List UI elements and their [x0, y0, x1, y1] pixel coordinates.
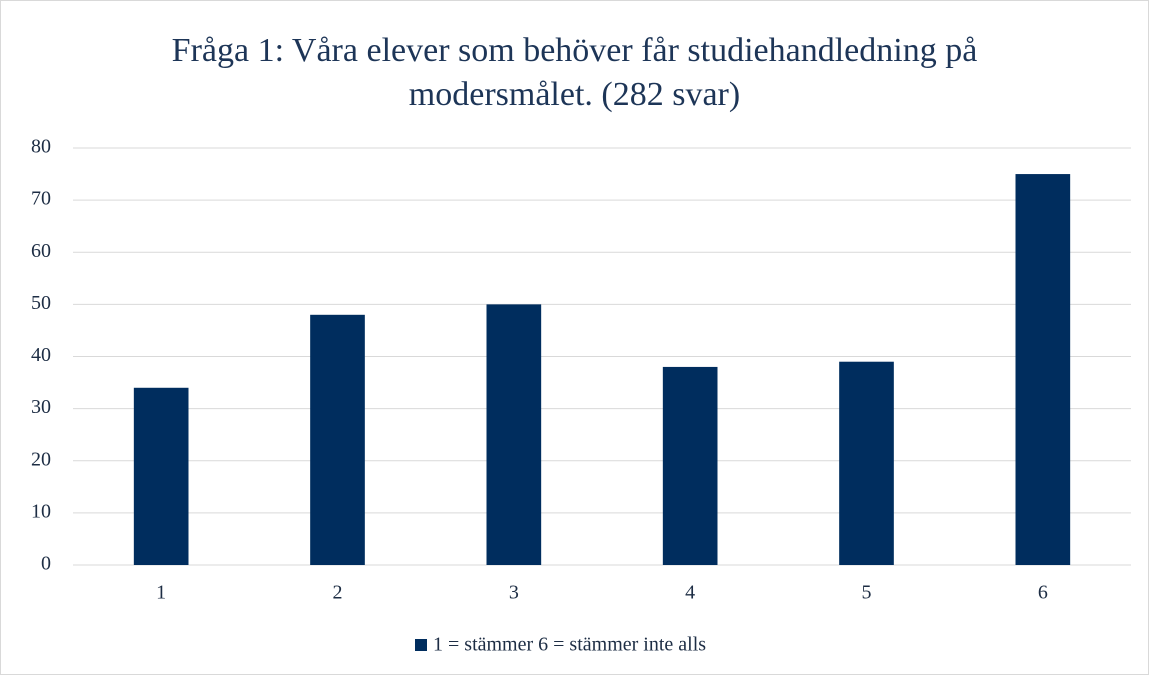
- y-tick-label: 20: [31, 448, 51, 470]
- y-tick-label: 0: [41, 553, 51, 575]
- bar: [133, 387, 189, 565]
- x-tick-label: 4: [685, 582, 695, 604]
- x-tick-label: 6: [1038, 582, 1048, 604]
- y-tick-label: 30: [31, 396, 51, 418]
- bar: [839, 361, 894, 565]
- chart-title: Fråga 1: Våra elever som behöver får stu…: [171, 32, 978, 113]
- bar: [486, 304, 542, 565]
- bar: [310, 314, 365, 565]
- legend-swatch: [415, 639, 427, 651]
- bar: [662, 366, 718, 565]
- y-tick-label: 80: [31, 136, 51, 158]
- y-tick-label: 50: [31, 292, 51, 314]
- bar: [1015, 174, 1071, 565]
- y-tick-label: 10: [31, 500, 51, 522]
- y-tick-label: 70: [31, 188, 51, 210]
- y-tick-label: 40: [31, 344, 51, 366]
- y-tick-label: 60: [31, 240, 51, 262]
- x-tick-label: 2: [333, 582, 343, 604]
- x-tick-label: 3: [509, 582, 519, 604]
- x-tick-label: 1: [156, 582, 166, 604]
- x-tick-label: 5: [862, 582, 872, 604]
- legend-label: 1 = stämmer 6 = stämmer inte alls: [433, 634, 706, 656]
